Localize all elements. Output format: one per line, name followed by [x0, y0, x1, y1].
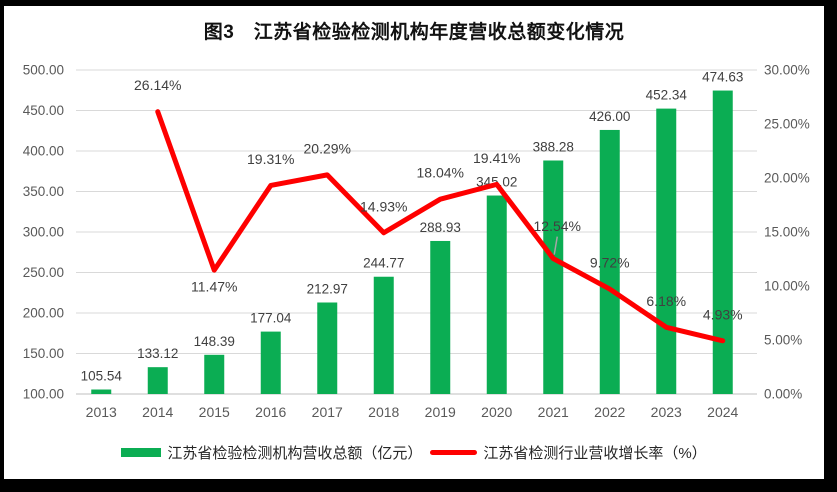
x-axis-label-2013: 2013: [86, 404, 117, 420]
right-axis-tick: 5.00%: [764, 333, 802, 348]
right-axis-tick: 30.00%: [764, 63, 810, 78]
x-axis-label-2018: 2018: [368, 404, 399, 420]
bar-label-2023: 452.34: [646, 88, 688, 103]
line-label-2017: 20.29%: [304, 140, 351, 156]
line-label-2023: 6.18%: [646, 293, 686, 309]
bar-label-2015: 148.39: [194, 334, 235, 349]
legend-label-growth-rate: 江苏省检测行业营收增长率（%）: [483, 444, 707, 462]
x-axis-label-2024: 2024: [707, 404, 738, 420]
chart-legend: 江苏省检验检测机构营收总额（亿元） 江苏省检测行业营收增长率（%）: [4, 441, 824, 463]
bar-label-2021: 388.28: [533, 139, 574, 154]
left-axis-tick: 300.00: [23, 225, 64, 240]
line-label-2021: 12.54%: [534, 218, 581, 234]
bar-2013: [91, 389, 112, 394]
bar-label-2014: 133.12: [137, 346, 178, 361]
line-label-2018: 14.93%: [360, 198, 407, 214]
left-axis-tick: 400.00: [23, 144, 64, 159]
x-axis-label-2023: 2023: [651, 404, 682, 420]
bar-label-2018: 244.77: [363, 256, 404, 271]
legend-line-swatch: [430, 449, 478, 455]
bar-label-2017: 212.97: [307, 281, 348, 296]
bar-label-2013: 105.54: [81, 369, 123, 384]
chart-title: 图3 江苏省检验检测机构年度营收总额变化情况: [203, 22, 625, 43]
bar-label-2022: 426.00: [589, 109, 630, 124]
x-axis-label-2014: 2014: [142, 404, 173, 420]
bar-label-2016: 177.04: [250, 311, 292, 326]
label-leader-line: [553, 236, 558, 255]
x-axis-label-2021: 2021: [538, 404, 569, 420]
bar-2014: [147, 367, 168, 394]
left-axis-tick: 350.00: [23, 184, 64, 199]
line-label-2016: 19.31%: [247, 151, 294, 167]
bar-2024: [712, 90, 733, 395]
left-axis-tick: 100.00: [23, 387, 64, 402]
x-axis-label-2016: 2016: [255, 404, 286, 420]
bar-2019: [430, 240, 451, 394]
bar-2016: [260, 331, 281, 394]
legend-item-revenue: 江苏省检验检测机构营收总额（亿元）: [121, 442, 422, 463]
line-label-2022: 9.72%: [590, 255, 630, 271]
bar-2015: [204, 354, 225, 394]
bar-label-2019: 288.93: [420, 220, 461, 235]
legend-bar-swatch: [121, 447, 162, 457]
line-label-2020: 19.41%: [473, 150, 520, 166]
right-axis-tick: 0.00%: [764, 387, 802, 402]
left-axis-tick: 250.00: [23, 265, 64, 280]
bar-2020: [486, 195, 507, 394]
growth-rate-line: [155, 109, 726, 344]
x-axis-label-2015: 2015: [199, 404, 230, 420]
bar-label-2024: 474.63: [702, 70, 743, 85]
x-axis-label-2020: 2020: [481, 404, 512, 420]
x-axis-label-2017: 2017: [312, 404, 343, 420]
line-label-2015: 11.47%: [191, 279, 237, 295]
x-axis-label-2022: 2022: [594, 404, 625, 420]
x-axis-label-2019: 2019: [425, 404, 456, 420]
right-axis-tick: 25.00%: [764, 117, 810, 132]
right-axis-tick: 20.00%: [764, 171, 810, 186]
left-axis-tick: 450.00: [23, 103, 64, 118]
line-label-2019: 18.04%: [417, 165, 464, 181]
line-label-2014: 26.14%: [134, 77, 181, 93]
right-axis-tick: 10.00%: [764, 279, 810, 294]
left-axis-tick: 500.00: [23, 63, 64, 78]
bar-2021: [543, 160, 564, 394]
bar-2017: [317, 302, 338, 394]
bar-2022: [599, 129, 620, 394]
bar-2023: [656, 108, 677, 394]
left-axis-tick: 200.00: [23, 306, 64, 321]
legend-item-growth-rate: 江苏省检测行业营收增长率（%）: [430, 442, 707, 463]
legend-label-revenue: 江苏省检验检测机构营收总额（亿元）: [167, 444, 423, 462]
chart-panel: [4, 6, 824, 479]
right-axis-tick: 15.00%: [764, 225, 810, 240]
line-label-2024: 4.93%: [703, 306, 743, 322]
bar-2018: [373, 276, 394, 394]
left-axis-tick: 150.00: [23, 346, 64, 361]
